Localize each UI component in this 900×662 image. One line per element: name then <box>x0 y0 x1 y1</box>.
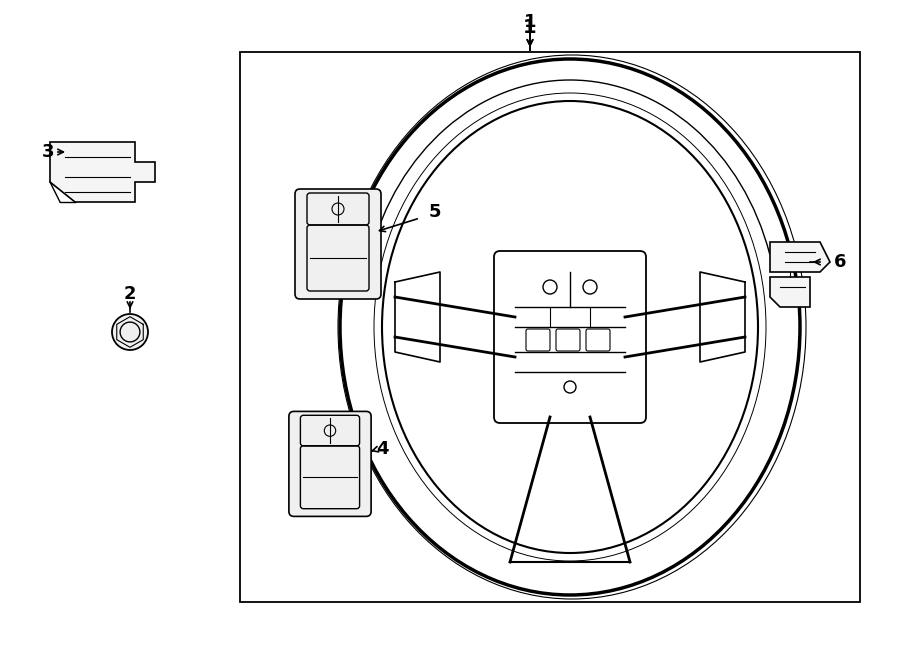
Text: 1: 1 <box>523 17 536 36</box>
Text: 1: 1 <box>524 13 536 31</box>
Text: 3: 3 <box>41 143 54 161</box>
FancyBboxPatch shape <box>289 411 371 516</box>
Text: 2: 2 <box>124 285 136 303</box>
Circle shape <box>112 314 148 350</box>
Bar <box>240 52 860 602</box>
Text: 5: 5 <box>428 203 441 221</box>
Polygon shape <box>50 142 155 202</box>
Polygon shape <box>770 242 830 272</box>
Polygon shape <box>770 277 810 307</box>
Text: 6: 6 <box>833 253 846 271</box>
FancyBboxPatch shape <box>295 189 381 299</box>
Text: 4: 4 <box>376 440 388 458</box>
